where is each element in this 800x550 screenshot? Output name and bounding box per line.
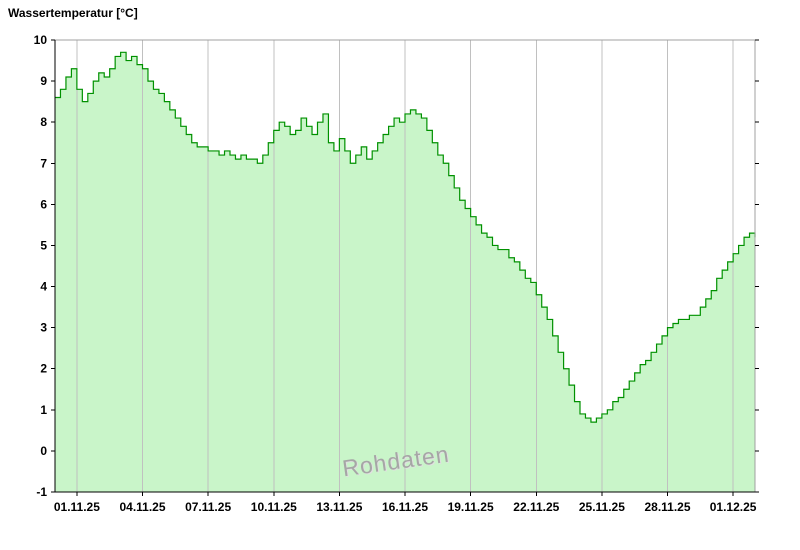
y-tick-label: 6 [40, 197, 47, 211]
y-tick-label: 5 [40, 239, 47, 253]
x-tick-label: 28.11.25 [644, 500, 690, 514]
x-tick-label: 19.11.25 [448, 500, 494, 514]
y-tick-label: -1 [36, 485, 47, 499]
y-tick-label: 1 [40, 403, 47, 417]
x-tick-label: 01.11.25 [54, 500, 100, 514]
x-tick-label: 07.11.25 [185, 500, 231, 514]
temperature-step-line [55, 51, 756, 423]
chart-title: Wassertemperatur [°C] [8, 6, 138, 20]
y-tick-label: 10 [34, 33, 48, 47]
x-tick-label: 13.11.25 [316, 500, 362, 514]
y-tick-label: 7 [40, 156, 47, 170]
y-tick-label: 0 [40, 444, 47, 458]
y-tick-label: 9 [40, 74, 47, 88]
x-tick-label: 10.11.25 [251, 500, 297, 514]
x-tick-label: 04.11.25 [119, 500, 165, 514]
y-tick-label: 4 [40, 280, 47, 294]
x-tick-label: 16.11.25 [382, 500, 428, 514]
y-tick-label: 8 [40, 115, 47, 129]
x-tick-label: 01.12.25 [710, 500, 757, 514]
x-tick-label: 22.11.25 [513, 500, 559, 514]
y-tick-label: 3 [40, 321, 47, 335]
x-tick-label: 25.11.25 [579, 500, 625, 514]
y-tick-label: 2 [40, 362, 47, 376]
